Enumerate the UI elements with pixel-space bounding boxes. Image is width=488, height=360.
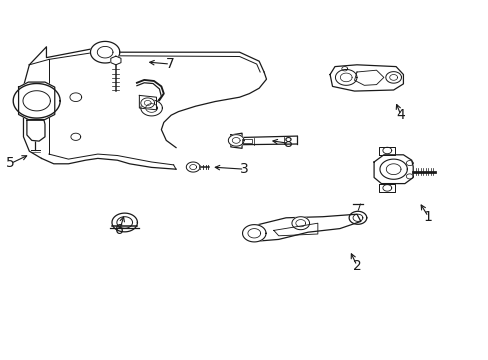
Polygon shape (291, 217, 309, 230)
Polygon shape (373, 155, 412, 184)
Polygon shape (251, 214, 360, 241)
Polygon shape (19, 82, 55, 120)
Text: 8: 8 (284, 136, 292, 150)
Polygon shape (90, 41, 120, 63)
Text: 1: 1 (423, 210, 432, 224)
Polygon shape (139, 95, 156, 110)
Polygon shape (186, 162, 200, 172)
Polygon shape (348, 211, 366, 224)
Polygon shape (335, 69, 356, 85)
Text: 3: 3 (240, 162, 248, 176)
Polygon shape (27, 120, 45, 141)
Polygon shape (141, 98, 154, 108)
Polygon shape (112, 213, 137, 232)
Polygon shape (378, 184, 394, 192)
Polygon shape (242, 225, 265, 242)
Polygon shape (329, 65, 403, 91)
Text: 2: 2 (352, 259, 361, 273)
Polygon shape (141, 100, 162, 116)
Polygon shape (13, 84, 60, 118)
Polygon shape (228, 135, 244, 146)
Text: 6: 6 (115, 223, 124, 237)
Text: 4: 4 (396, 108, 405, 122)
Polygon shape (230, 133, 242, 148)
Polygon shape (379, 159, 407, 179)
Polygon shape (378, 147, 394, 155)
Polygon shape (111, 56, 121, 65)
Polygon shape (385, 72, 401, 83)
Text: 7: 7 (165, 57, 174, 71)
Text: 5: 5 (6, 157, 15, 170)
